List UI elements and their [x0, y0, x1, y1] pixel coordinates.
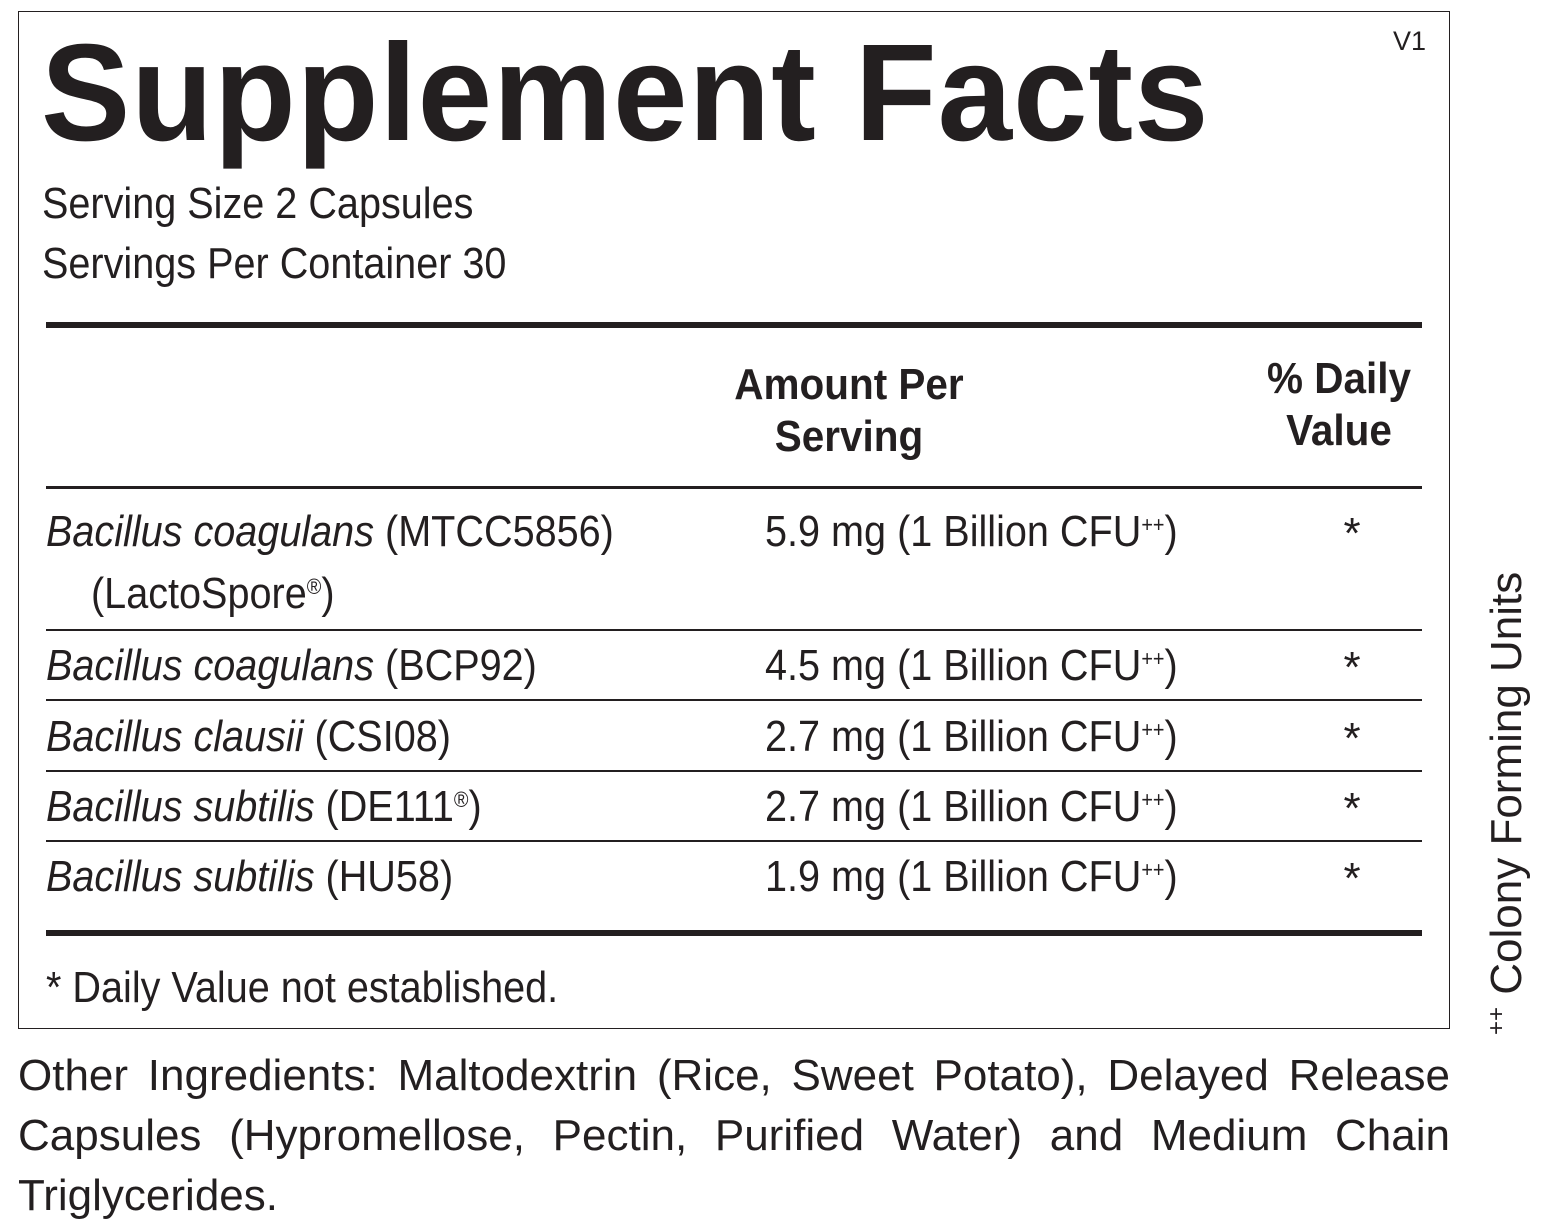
daily-value-footnote: * Daily Value not established.	[46, 963, 559, 1012]
ingredient-name: Bacillus coagulans (BCP92)	[46, 641, 537, 690]
ingredient-name: Bacillus subtilis (DE111®)	[46, 782, 482, 831]
daily-value: *	[1343, 854, 1361, 903]
column-header-divider	[46, 486, 1422, 489]
row-divider	[46, 699, 1422, 701]
row-divider	[46, 840, 1422, 842]
ingredient-amount: 5.9 mg (1 Billion CFU++)	[765, 507, 1178, 556]
header-divider	[46, 322, 1422, 328]
ingredient-name: Bacillus coagulans (MTCC5856)	[46, 507, 614, 556]
daily-value: *	[1343, 643, 1361, 692]
daily-value: *	[1343, 509, 1361, 558]
row-divider	[46, 629, 1422, 631]
ingredient-amount: 4.5 mg (1 Billion CFU++)	[765, 641, 1178, 690]
ingredient-brand: (LactoSpore®)	[91, 569, 335, 618]
column-header-amount: Amount Per Serving	[734, 360, 964, 461]
version-code: V1	[1393, 26, 1427, 56]
other-ingredients: Other Ingredients: Maltodextrin (Rice, S…	[18, 1051, 1450, 1220]
daily-value: *	[1343, 714, 1361, 763]
daily-value: *	[1343, 784, 1361, 833]
supplement-facts-panel: Supplement Facts V1 Serving Size 2 Capsu…	[18, 11, 1450, 1029]
row-divider	[46, 770, 1422, 772]
cfu-side-note: ++ Colony Forming Units	[1482, 571, 1531, 1035]
ingredient-name: Bacillus clausii (CSI08)	[46, 712, 451, 761]
ingredient-amount: 2.7 mg (1 Billion CFU++)	[765, 782, 1178, 831]
serving-size: Serving Size 2 Capsules	[42, 179, 474, 228]
column-header-daily-value: % Daily Value	[1266, 354, 1411, 455]
ingredient-amount: 1.9 mg (1 Billion CFU++)	[765, 852, 1178, 901]
footer-divider	[46, 930, 1422, 936]
label-title: Supplement Facts	[41, 16, 1210, 170]
ingredient-amount: 2.7 mg (1 Billion CFU++)	[765, 712, 1178, 761]
ingredient-name: Bacillus subtilis (HU58)	[46, 852, 454, 901]
servings-per-container: Servings Per Container 30	[42, 239, 507, 288]
